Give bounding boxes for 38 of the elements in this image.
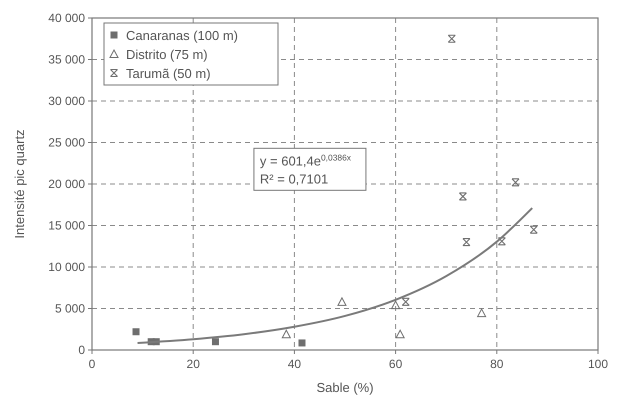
y-tick-label: 30 000 xyxy=(48,94,86,108)
point xyxy=(337,297,346,306)
point xyxy=(458,192,467,200)
point xyxy=(462,238,470,246)
y-tick-label: 40 000 xyxy=(48,11,86,25)
x-tick-label: 80 xyxy=(490,357,504,371)
point xyxy=(511,178,520,186)
legend-label: Distrito (75 m) xyxy=(126,47,208,62)
point xyxy=(477,308,486,318)
point xyxy=(396,330,405,338)
annotation: y = 601,4e$^{0,0386x}$ xyxy=(260,152,352,168)
y-tick-label: 15 000 xyxy=(48,218,86,232)
y-tick-label: 25 000 xyxy=(48,136,86,150)
y-tick-label: 10 000 xyxy=(48,260,86,274)
point xyxy=(132,328,140,336)
y-tick-label: 20 000 xyxy=(48,177,86,191)
point xyxy=(530,226,538,234)
y-axis-title: Intensité pic quartz xyxy=(12,129,27,239)
y-tick-label: 35 000 xyxy=(48,52,86,66)
point xyxy=(448,34,456,43)
legend-label: Canaranas (100 m) xyxy=(126,28,238,43)
point xyxy=(298,339,306,346)
x-axis-title: Sable (%) xyxy=(316,380,374,395)
point xyxy=(402,298,410,306)
line-series xyxy=(136,207,534,344)
y-tick-label: 0 xyxy=(78,343,86,357)
x-tick-label: 100 xyxy=(588,357,608,371)
x-tick-label: 60 xyxy=(388,357,403,371)
y-tick-label: 5 000 xyxy=(54,302,86,316)
annotation: R² = 0,7101 xyxy=(260,171,328,186)
x-tick-label: 20 xyxy=(186,357,200,371)
point xyxy=(282,330,291,338)
legend-label: Tarumã (50 m) xyxy=(126,66,211,81)
point xyxy=(498,237,506,246)
point xyxy=(391,300,400,310)
x-tick-label: 0 xyxy=(88,357,96,371)
x-tick-label: 40 xyxy=(288,357,302,371)
point xyxy=(212,338,219,346)
